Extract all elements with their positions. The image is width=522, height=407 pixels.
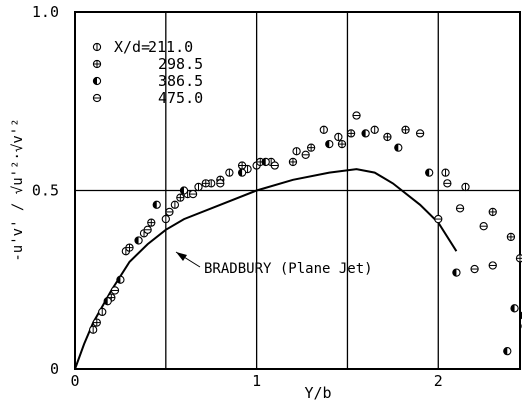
legend-marker-2 — [92, 59, 102, 69]
data-point-series-4 — [470, 264, 479, 274]
data-point-series-4 — [165, 207, 174, 217]
data-point-series-2 — [92, 318, 101, 327]
legend-label-3: 386.5 — [158, 72, 203, 90]
data-point-series-2 — [488, 207, 497, 217]
legend-marker-1 — [92, 42, 102, 52]
data-point-series-4 — [443, 179, 452, 188]
data-point-series-3 — [510, 304, 519, 313]
data-point-series-3 — [325, 139, 334, 149]
data-point-series-3 — [116, 275, 125, 284]
y-tick-label: 1.0 — [32, 3, 59, 21]
data-point-series-2 — [201, 179, 210, 188]
data-point-series-2 — [125, 243, 134, 252]
data-point-series-4 — [352, 111, 361, 120]
data-point-series-3 — [394, 143, 403, 152]
data-point-series-1 — [170, 200, 180, 209]
data-point-series-2 — [337, 139, 347, 149]
data-point-series-2 — [306, 143, 316, 152]
x-axis-label: Y/b — [304, 384, 331, 402]
data-point-series-1 — [225, 168, 234, 177]
data-point-series-4 — [488, 261, 497, 270]
data-point-series-3 — [503, 346, 512, 356]
data-point-series-1 — [370, 125, 379, 134]
data-point-series-2 — [383, 132, 392, 142]
data-point-series-2 — [346, 129, 356, 138]
data-point-series-3 — [179, 186, 189, 195]
data-point-series-4 — [143, 225, 152, 234]
data-point-series-3 — [103, 297, 112, 306]
data-point-series-3 — [152, 200, 161, 209]
data-point-series-3 — [237, 168, 247, 177]
legend-marker-3 — [92, 76, 102, 86]
data-points — [89, 111, 522, 356]
data-point-series-1 — [334, 132, 343, 142]
data-point-series-2 — [176, 193, 185, 202]
data-point-series-1 — [319, 125, 328, 134]
gridlines — [75, 12, 520, 369]
data-point-series-4 — [479, 222, 488, 231]
legend-header: X/d= — [114, 38, 150, 56]
y-axis-label: -u'v' / √u'²·√v'² — [10, 118, 26, 261]
data-point-series-2 — [401, 125, 410, 134]
data-point-series-3 — [452, 268, 461, 277]
data-point-series-4 — [110, 286, 120, 295]
data-point-series-2 — [506, 232, 516, 242]
data-point-series-4 — [455, 204, 465, 213]
tick-labels: 0 1 2 0 0.5 1.0 — [32, 3, 443, 390]
y-tick-label: 0.5 — [32, 182, 59, 200]
data-point-series-2 — [237, 161, 247, 170]
data-point-series-1 — [461, 182, 470, 192]
data-point-series-4 — [434, 214, 443, 224]
x-tick-label: 2 — [434, 372, 443, 390]
data-point-series-2 — [288, 157, 298, 167]
x-tick-label: 0 — [70, 372, 79, 390]
data-point-series-1 — [89, 325, 98, 334]
legend-label-2: 298.5 — [158, 55, 203, 73]
curve-label: BRADBURY (Plane Jet) — [204, 261, 373, 277]
data-point-series-3 — [361, 129, 370, 138]
data-point-series-1 — [441, 168, 450, 177]
data-point-series-4 — [415, 129, 425, 138]
data-point-series-4 — [301, 150, 310, 159]
legend-label-4: 475.0 — [158, 89, 203, 107]
data-point-series-4 — [188, 189, 198, 199]
x-tick-label: 1 — [252, 372, 261, 390]
y-tick-label: 0 — [50, 360, 59, 378]
data-point-series-3 — [425, 168, 434, 177]
data-point-series-2 — [515, 254, 522, 263]
data-point-series-1 — [161, 214, 170, 224]
annotation-arrowhead — [176, 252, 187, 261]
data-point-series-3 — [134, 236, 143, 245]
data-point-series-3 — [261, 157, 270, 167]
curve-annotation: BRADBURY (Plane Jet) — [175, 251, 373, 277]
plot-frame — [74, 11, 521, 370]
data-point-series-1 — [98, 307, 107, 317]
data-point-series-2 — [147, 218, 156, 227]
legend-marker-4 — [92, 93, 102, 103]
data-point-series-4 — [216, 179, 225, 188]
data-point-series-4 — [270, 161, 279, 170]
legend-label-1: 211.0 — [148, 38, 193, 56]
data-point-series-1 — [292, 147, 301, 156]
data-point-series-1 — [194, 182, 203, 192]
